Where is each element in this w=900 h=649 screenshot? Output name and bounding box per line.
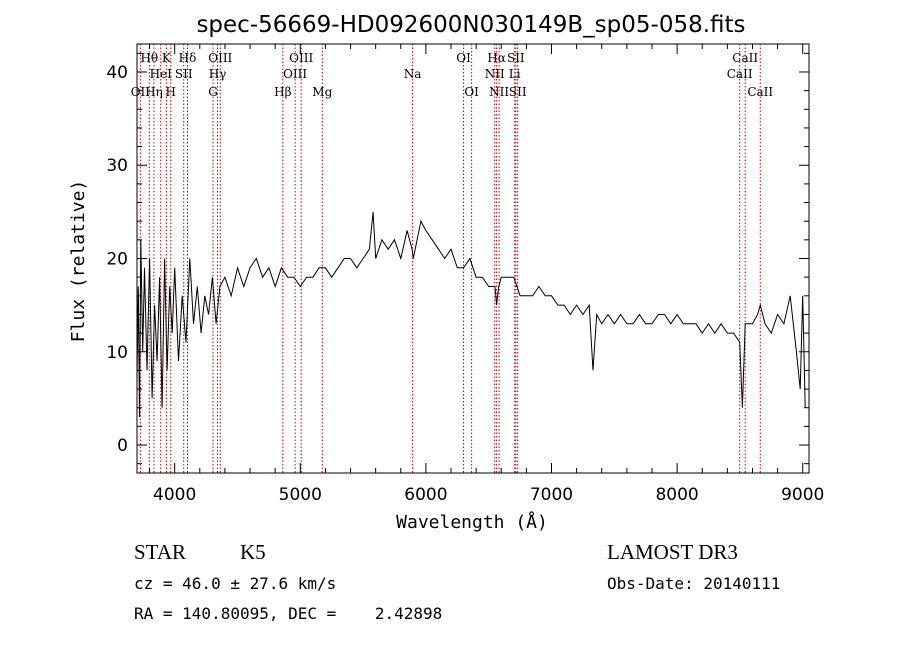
spectral-subclass: K5	[240, 540, 266, 564]
x-tick-label: 6000	[404, 485, 447, 505]
x-axis-ticks: 4000 5000 6000 7000 8000 9000	[149, 44, 824, 505]
line-marker-label: OI	[456, 51, 471, 65]
chart-title: spec-56669-HD092600N030149B_sp05-058.fit…	[196, 12, 745, 38]
line-marker-label: SII	[509, 85, 527, 99]
line-marker-label: G	[208, 85, 218, 99]
x-tick-label: 4000	[153, 485, 196, 505]
line-marker-label: OIII	[208, 51, 232, 65]
line-marker-label: Na	[404, 67, 422, 81]
y-tick-label: 30	[106, 156, 128, 176]
y-axis-label: Flux (relative)	[68, 180, 89, 343]
line-marker-label: H	[166, 85, 176, 99]
spectral-line-markers	[139, 44, 761, 473]
line-marker-label: OIII	[283, 67, 307, 81]
line-marker-label: Mg	[312, 85, 332, 99]
x-tick-label: 7000	[530, 485, 573, 505]
survey-name: LAMOST DR3	[607, 540, 738, 564]
line-marker-label: CaII	[747, 85, 773, 99]
line-marker-label: OII	[131, 85, 151, 99]
y-tick-label: 0	[117, 436, 128, 456]
line-marker-label: Hγ	[209, 67, 227, 81]
y-axis-ticks: 0 10 20 30 40	[106, 52, 809, 465]
line-marker-label: SII	[507, 51, 525, 65]
redshift-readout: cz = 46.0 ± 27.6 km/s	[134, 574, 337, 593]
line-marker-label: OIII	[289, 51, 313, 65]
x-tick-label: 8000	[655, 485, 698, 505]
line-marker-label: Hθ	[140, 51, 158, 65]
x-tick-label: 9000	[781, 485, 824, 505]
x-tick-label: 5000	[279, 485, 322, 505]
spectrum-series-line	[136, 211, 806, 418]
line-marker-label: OI	[464, 85, 479, 99]
spectral-line-labels: OII Hθ Hη HeI K H SII Hδ G Hγ OIII Hβ OIII OIII Mg Na OI…	[131, 51, 774, 99]
line-marker-label: Hβ	[274, 85, 291, 99]
y-tick-label: 40	[106, 63, 128, 83]
object-type: STAR	[134, 540, 186, 564]
line-marker-label: CaII	[732, 51, 758, 65]
x-axis-label: Wavelength (Å)	[396, 511, 548, 533]
line-marker-label: NII	[489, 85, 509, 99]
line-marker-label: NII	[485, 67, 505, 81]
line-marker-label: Hα	[487, 51, 506, 65]
line-marker-label: CaII	[727, 67, 753, 81]
line-marker-label: Hη	[145, 85, 163, 99]
line-marker-label: Li	[509, 67, 521, 81]
line-marker-label: Hδ	[179, 51, 197, 65]
plot-frame	[136, 43, 810, 474]
y-tick-label: 20	[106, 250, 128, 270]
observation-date: Obs-Date: 20140111	[607, 574, 781, 593]
line-marker-label: HeI	[150, 67, 173, 81]
line-marker-label: K	[162, 51, 172, 65]
y-tick-label: 10	[106, 343, 128, 363]
line-marker-label: SII	[175, 67, 193, 81]
coordinates-readout: RA = 140.80095, DEC = 2.42898	[134, 604, 443, 623]
